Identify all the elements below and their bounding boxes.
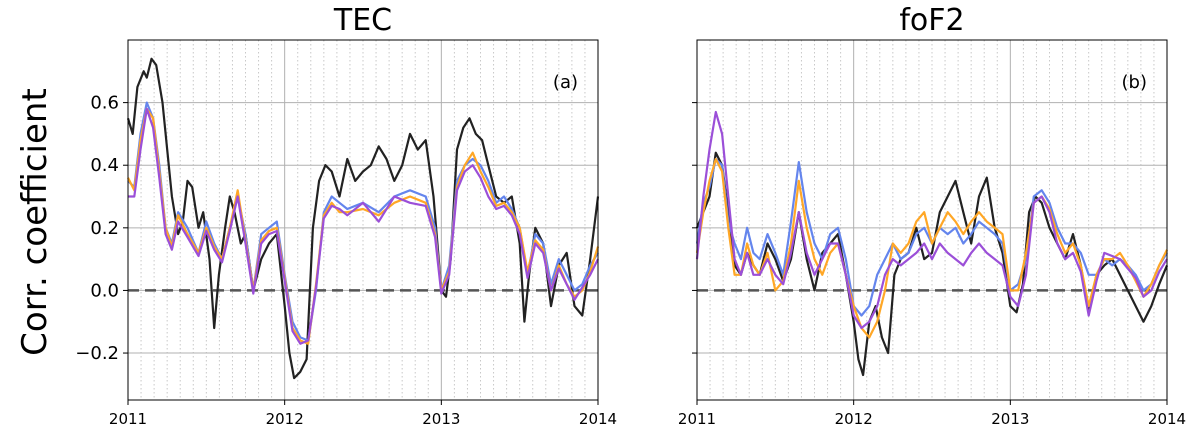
x-tick-label: 2014 bbox=[579, 410, 617, 428]
x-tick-label: 2013 bbox=[422, 410, 460, 428]
plot-frame bbox=[127, 39, 599, 401]
x-tick-label: 2012 bbox=[835, 410, 873, 428]
y-tick-label: 0.0 bbox=[90, 280, 119, 301]
chart-title: foF2 bbox=[899, 3, 964, 38]
panel-fof2: 2011 2012 2013 2014 foF2 (b) bbox=[678, 3, 1186, 428]
x-tick-label: 2011 bbox=[678, 410, 716, 428]
x-tick-label: 2014 bbox=[1148, 410, 1186, 428]
plot-frame bbox=[696, 39, 1168, 401]
panel-label: (b) bbox=[1122, 72, 1147, 93]
x-tick-label: 2013 bbox=[991, 410, 1029, 428]
panel-label: (a) bbox=[553, 72, 578, 93]
series-line-1 bbox=[695, 151, 1169, 377]
panel-tec: 2011 2012 2013 2014 −0.2 0.0 0.2 0.4 0.6 TEC (a) bbox=[75, 3, 617, 428]
y-tick-label: 0.4 bbox=[90, 155, 119, 176]
chart-title: TEC bbox=[333, 3, 392, 38]
y-tick-label: 0.6 bbox=[90, 93, 119, 114]
x-tick-label: 2012 bbox=[266, 410, 304, 428]
series-line-4 bbox=[128, 107, 599, 345]
y-tick-label: 0.2 bbox=[90, 218, 119, 239]
x-tick-label: 2011 bbox=[109, 410, 147, 428]
series-line-4 bbox=[695, 110, 1168, 330]
y-tick-label: −0.2 bbox=[75, 343, 119, 364]
y-axis-label: Corr. coefficient bbox=[15, 88, 55, 356]
series-line-1 bbox=[126, 57, 600, 380]
series-line-2 bbox=[695, 157, 1168, 317]
